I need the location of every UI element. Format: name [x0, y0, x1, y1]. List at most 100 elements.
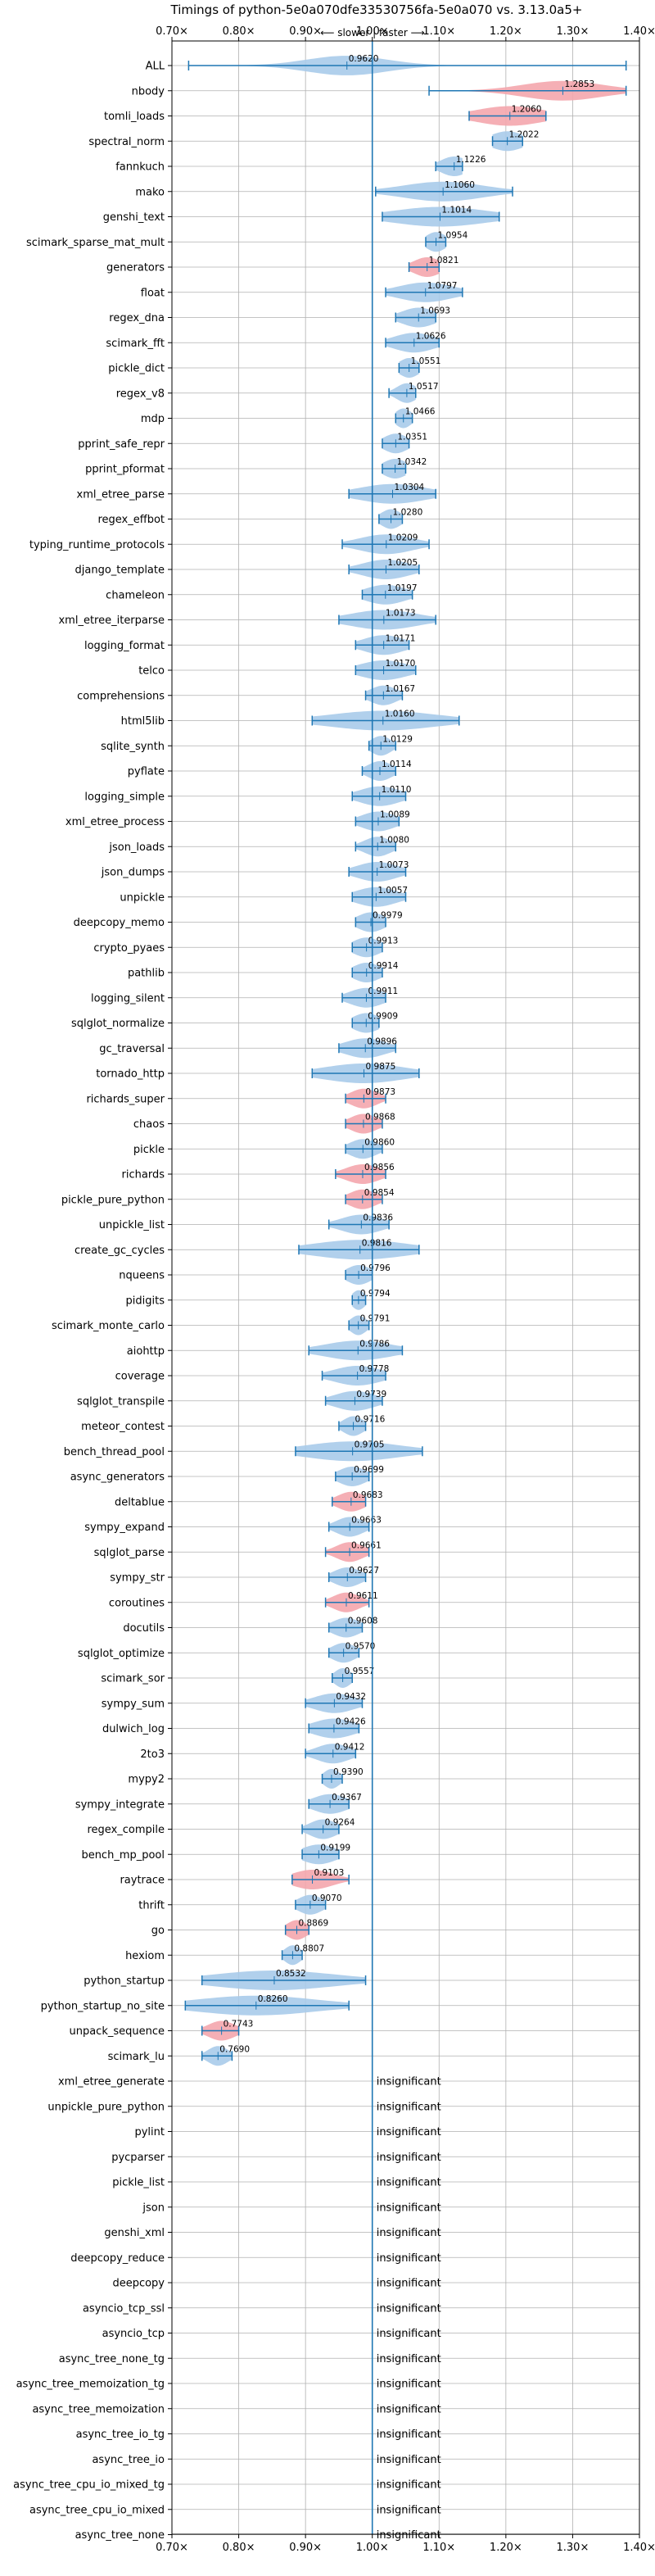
insignificant-label: insignificant: [377, 2152, 441, 2164]
value-label: 1.0551: [411, 356, 441, 366]
benchmark-label: regex_dna: [109, 312, 165, 324]
value-label: 0.9661: [351, 1540, 382, 1550]
value-label: 0.9854: [364, 1188, 395, 1198]
benchmark-label: aiohttp: [127, 1345, 165, 1358]
benchmark-label: asyncio_tcp_ssl: [83, 2302, 165, 2315]
value-label: 1.0171: [386, 633, 416, 643]
benchmark-label: unpickle_pure_python: [47, 2101, 165, 2113]
benchmark-label: async_tree_cpu_io_mixed: [29, 2504, 165, 2516]
benchmark-label: pidigits: [126, 1295, 165, 1307]
x-tick-label-top: 1.20×: [490, 25, 522, 38]
benchmark-label: coverage: [115, 1371, 165, 1383]
benchmark-label: deepcopy_memo: [74, 917, 165, 929]
benchmark-label: nqueens: [119, 1270, 165, 1282]
value-label: 1.0160: [385, 710, 415, 719]
benchmark-label: sqlglot_transpile: [77, 1395, 165, 1408]
value-label: 0.9873: [365, 1087, 395, 1097]
benchmark-label: mdp: [141, 413, 165, 425]
benchmark-label: scimark_lu: [108, 2051, 165, 2063]
value-label: 0.9739: [356, 1390, 386, 1399]
benchmark-label: async_tree_io: [92, 2454, 165, 2466]
benchmark-label: async_tree_io_tg: [76, 2429, 165, 2441]
value-label: 0.9896: [367, 1036, 397, 1046]
axes: 0.70× 0.70× 0.80× 0.80× 0.90× 0.90× 1.00× 1.00×…: [13, 25, 655, 2554]
violins: 0.9620 1.2853 1.2060 1.2022 1.1226 1.1060 1.10…: [184, 41, 627, 2542]
value-label: 1.1014: [441, 206, 472, 215]
benchmark-label: dulwich_log: [102, 1723, 165, 1735]
benchmark-label: python_startup: [84, 1975, 165, 1988]
benchmark-label: telco: [138, 665, 165, 678]
value-label: 1.0073: [379, 860, 409, 870]
value-label: 0.9778: [359, 1364, 390, 1374]
benchmark-label: pickle: [133, 1144, 165, 1156]
benchmark-label: pycparser: [111, 2152, 165, 2164]
value-label: 1.0466: [405, 407, 436, 417]
benchmark-label: async_tree_none_tg: [59, 2353, 165, 2365]
value-label: 0.9836: [363, 1213, 393, 1223]
benchmark-label: unpickle_list: [99, 1219, 165, 1231]
benchmark-label: crypto_pyaes: [93, 942, 165, 955]
benchmark-label: go: [151, 1925, 165, 1937]
benchmark-label: sqlglot_parse: [94, 1547, 165, 1559]
benchmark-label: python_startup_no_site: [41, 2000, 165, 2012]
insignificant-label: insignificant: [377, 2202, 441, 2214]
value-label: 0.9663: [351, 1516, 382, 1526]
insignificant-label: insignificant: [377, 2101, 441, 2113]
benchmark-label: sqlglot_normalize: [71, 1018, 165, 1030]
benchmark-label: logging_format: [84, 640, 165, 652]
value-label: 0.7743: [224, 2020, 254, 2030]
x-tick-label-bottom: 1.40×: [623, 2542, 655, 2554]
benchmark-label: comprehensions: [77, 690, 165, 702]
benchmark-label: 2to3: [140, 1748, 165, 1761]
insignificant-label: insignificant: [377, 2227, 441, 2239]
benchmark-label: create_gc_cycles: [75, 1245, 165, 1257]
value-label: 0.9199: [320, 1843, 350, 1853]
value-label: 1.0167: [385, 684, 415, 694]
value-label: 0.9103: [314, 1868, 345, 1878]
value-label: 0.8869: [298, 1919, 328, 1929]
benchmark-label: richards_super: [86, 1093, 165, 1105]
benchmark-label: sqlglot_optimize: [78, 1648, 165, 1660]
value-label: 0.9432: [336, 1692, 366, 1702]
benchmark-label: scimark_sparse_mat_mult: [26, 237, 165, 249]
value-label: 1.0110: [382, 785, 412, 795]
benchmark-label: chameleon: [106, 589, 165, 601]
benchmark-label: json_dumps: [101, 867, 165, 879]
value-label: 0.9796: [360, 1263, 391, 1273]
benchmark-label: pprint_safe_repr: [78, 438, 165, 451]
value-label: 1.1060: [445, 180, 475, 190]
value-label: 1.1226: [456, 155, 486, 165]
value-label: 1.0173: [386, 609, 416, 619]
benchmark-label: genshi_xml: [104, 2227, 165, 2239]
x-tick-label-bottom: 1.20×: [490, 2542, 522, 2554]
value-label: 0.9716: [355, 1415, 386, 1425]
insignificant-label: insignificant: [377, 2126, 441, 2138]
benchmark-label: generators: [106, 262, 165, 274]
insignificant-label: insignificant: [377, 2353, 441, 2365]
insignificant-label: insignificant: [377, 2302, 441, 2315]
benchmark-label: logging_simple: [84, 791, 165, 803]
benchmark-label: unpickle: [120, 891, 165, 904]
value-label: 0.9699: [354, 1465, 384, 1475]
benchmark-label: pickle_list: [112, 2177, 165, 2189]
benchmark-label: pylint: [134, 2126, 165, 2138]
chart-subtitle: ⟵ slower | faster ⟶: [320, 27, 425, 39]
benchmark-label: gc_traversal: [99, 1043, 165, 1055]
benchmark-label: float: [141, 287, 165, 299]
x-tick-label-top: 0.90×: [289, 25, 322, 38]
benchmark-label: async_generators: [70, 1472, 165, 1484]
benchmark-label: regex_compile: [87, 1824, 165, 1836]
benchmark-label: django_template: [75, 565, 165, 577]
benchmark-label: scimark_monte_carlo: [52, 1320, 165, 1332]
benchmark-label: sqlite_synth: [101, 741, 165, 753]
value-label: 0.9860: [364, 1137, 395, 1147]
insignificant-label: insignificant: [377, 2504, 441, 2516]
x-tick-label-bottom: 1.10×: [422, 2542, 455, 2554]
benchmark-label: html5lib: [121, 715, 165, 728]
benchmark-label: regex_v8: [116, 388, 165, 400]
value-label: 0.9816: [362, 1238, 392, 1248]
benchmark-label: async_tree_memoization_tg: [16, 2379, 165, 2391]
benchmark-label: deltablue: [115, 1496, 165, 1508]
benchmark-label: raytrace: [120, 1875, 165, 1887]
